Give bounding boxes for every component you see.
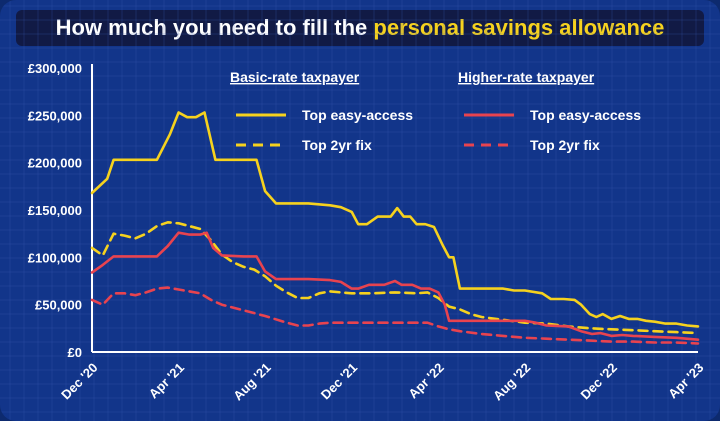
series-line-higher-easy-access	[90, 231, 700, 341]
y-tick-label: £200,000	[28, 156, 82, 171]
legend-label: Top 2yr fix	[530, 137, 600, 153]
legend-label: Top easy-access	[302, 107, 413, 123]
x-tick-label: Aug '21	[230, 360, 273, 403]
legend-group-heading: Basic-rate taxpayer	[230, 69, 360, 85]
y-tick-label: £0	[68, 345, 82, 360]
y-tick-label: £50,000	[35, 298, 82, 313]
x-tick-label: Apr '21	[146, 360, 187, 401]
legend-label: Top easy-access	[530, 107, 641, 123]
x-tick-label: Apr '22	[405, 360, 446, 401]
x-tick-label: Apr '23	[665, 360, 706, 401]
y-tick-label: £100,000	[28, 250, 82, 265]
series-line-higher-fix	[90, 286, 700, 345]
legend-label: Top 2yr fix	[302, 137, 372, 153]
y-tick-label: £250,000	[28, 108, 82, 123]
y-tick-label: £300,000	[28, 61, 82, 76]
chart-title: How much you need to fill the	[55, 15, 374, 40]
series-line-basic-easy-access	[90, 111, 700, 328]
legend-group-heading: Higher-rate taxpayer	[458, 69, 595, 85]
x-tick-label: Dec '21	[318, 360, 360, 402]
y-tick-label: £150,000	[28, 203, 82, 218]
x-tick-label: Aug '22	[490, 360, 533, 403]
